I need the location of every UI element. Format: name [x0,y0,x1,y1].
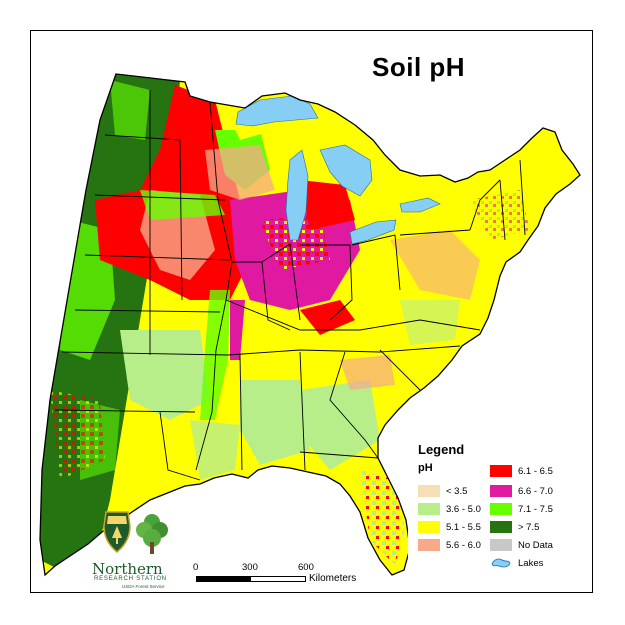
legend-panel: Legend pH < 3.5 3.6 - 5.0 5.1 - 5.5 5.6 … [408,440,583,580]
map-title: Soil pH [372,52,466,82]
scale-tick-600: 600 [298,562,314,573]
lakes-layer [235,95,441,245]
lake-huron [319,144,373,197]
legend-item-6.6-7.0: 6.6 - 7.0 [490,484,553,498]
nrs-name: Northern [92,560,163,578]
lake-icon [491,558,511,568]
legend-label: 7.1 - 7.5 [518,503,553,515]
northeast-mixed [470,190,530,240]
lake-erie [349,219,397,245]
legend-item-3.6-5.0: 3.6 - 5.0 [418,502,481,516]
legend-label: > 7.5 [518,521,540,533]
forest-service-shield-icon [103,511,131,553]
lake-michigan [285,149,309,241]
class-6.1-6.5-michigan [300,180,355,230]
legend-label: 3.6 - 5.0 [446,503,481,515]
class-7.1-7.5-northwest [110,80,150,140]
southwest-mixed [50,390,105,480]
legend-title: Legend [418,442,465,457]
nrs-agency: USDA Forest Service [122,584,165,589]
legend-item-no-data: No Data [490,538,553,552]
legend-item-lt3.5: < 3.5 [418,484,467,498]
class-6.6-7.0-river [230,300,245,360]
scale-unit: Kilometers [309,573,357,584]
legend-swatch [490,465,512,477]
legend-subtitle: pH [418,462,433,474]
legend-swatch [490,521,512,533]
legend-label: Lakes [518,557,544,569]
legend-label: 6.6 - 7.0 [518,485,553,497]
legend-swatch [490,485,512,497]
legend-item-lakes: Lakes [490,556,543,570]
legend-label: 5.6 - 6.0 [446,539,481,551]
class-3.6-5.0-georgia [300,380,380,470]
class-3.6-5.0-alabama [240,380,310,465]
class-5.6-6.0-wisconsin [205,145,275,200]
scale-tick-0: 0 [193,562,199,573]
legend-swatch [490,503,512,515]
class-6.1-6.5-ohio [300,300,355,335]
class-3.6-5.0-ozark [120,330,210,420]
legend-label: < 3.5 [446,485,468,497]
scale-tick-300: 300 [242,562,258,573]
legend-swatch [418,521,440,533]
legend-swatch [418,485,440,497]
legend-swatch [418,503,440,515]
legend-item-5.1-5.5: 5.1 - 5.5 [418,520,481,534]
legend-label: No Data [518,539,553,551]
legend-label: 6.1 - 6.5 [518,465,553,477]
class-3.6-5.0-mississippi [190,420,240,480]
lake-superior [235,95,319,127]
florida-mixed [360,470,405,565]
nrs-subtitle: RESEARCH STATION [94,576,167,582]
tree-logo-icon [136,514,168,554]
legend-label: 5.1 - 5.5 [446,521,481,533]
legend-item-gt7.5: > 7.5 [490,520,539,534]
logo-graphics [103,511,168,554]
legend-item-7.1-7.5: 7.1 - 7.5 [490,502,553,516]
legend-item-6.1-6.5: 6.1 - 6.5 [490,464,553,478]
legend-item-5.6-6.0: 5.6 - 6.0 [418,538,481,552]
nrs-logo: Northern RESEARCH STATION USDA Forest Se… [92,508,192,589]
state-boundaries [39,73,581,577]
scale-bar-graphic [196,576,306,582]
class-5.6-6.0-northeast [390,230,480,300]
legend-swatch [490,539,512,551]
lake-ontario [399,197,441,213]
legend-swatch [418,539,440,551]
class-5.6-6.0-carolina [340,355,395,390]
class-3.6-5.0-virginia [400,300,460,345]
